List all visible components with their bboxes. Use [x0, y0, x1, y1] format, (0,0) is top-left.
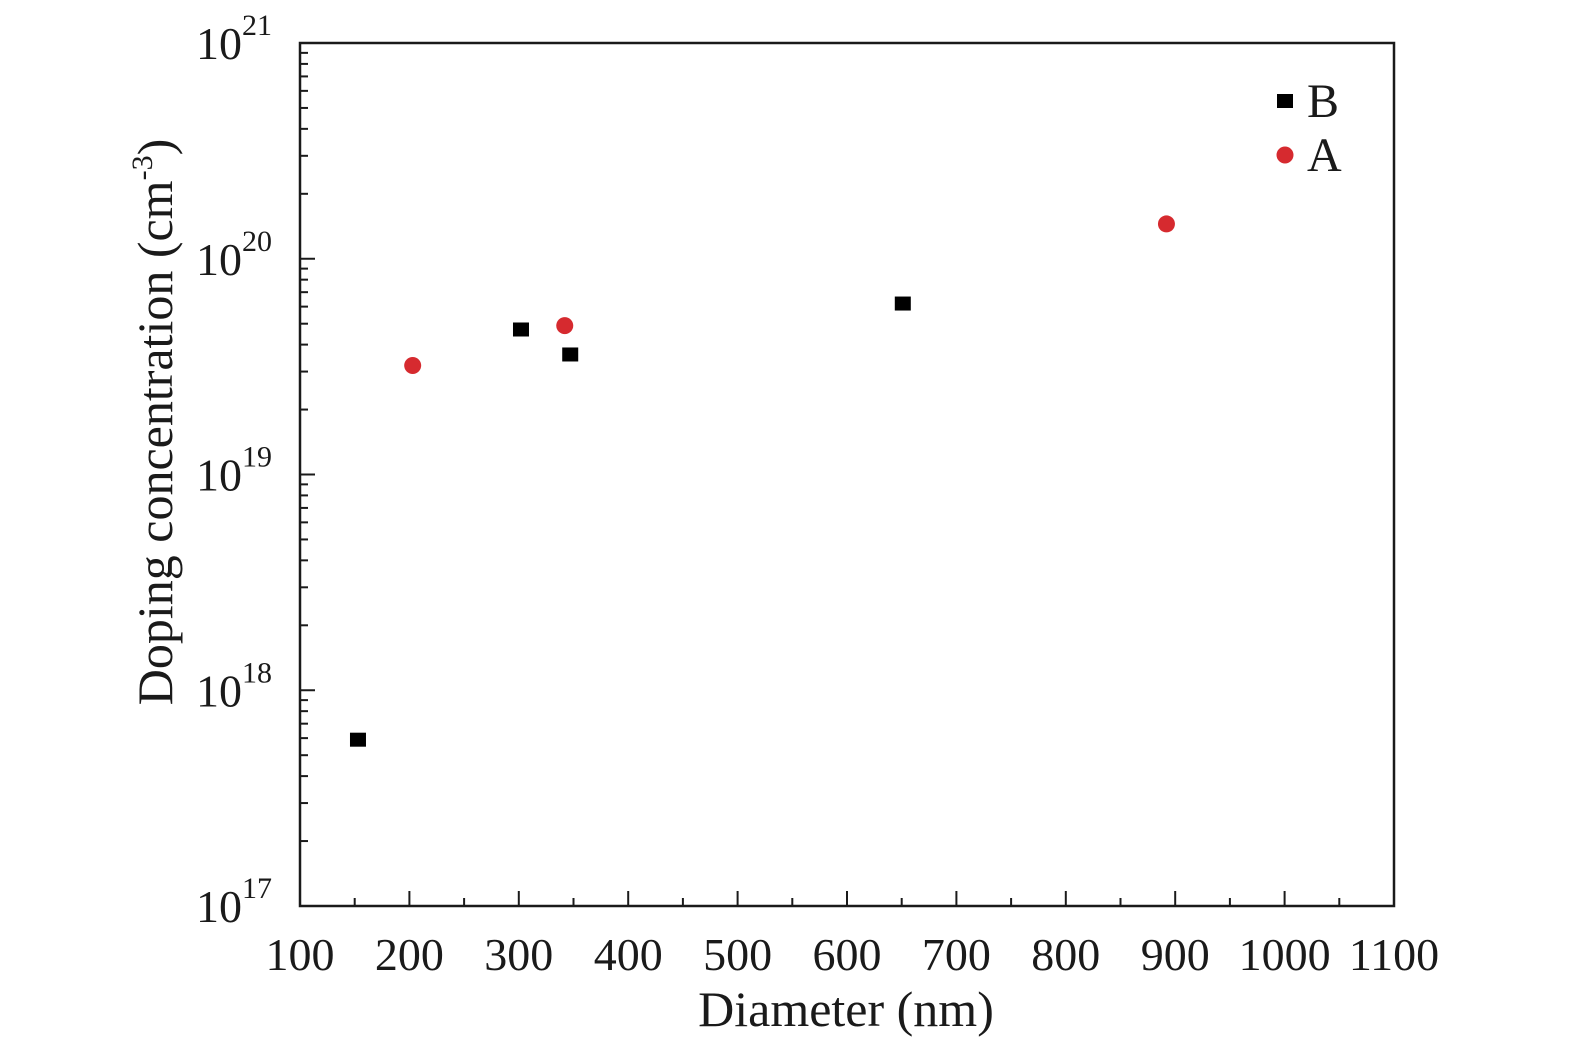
y-tick-label: 10: [196, 234, 242, 285]
y-tick-label-exponent: 20: [242, 225, 272, 258]
legend-marker-A: [1276, 146, 1294, 164]
x-tick-label: 900: [1141, 929, 1210, 980]
data-point-B: [349, 732, 366, 747]
y-tick-label: 10: [196, 450, 242, 501]
plot-frame: [298, 41, 1396, 908]
y-tick-label: 10: [196, 18, 242, 69]
x-tick-label: 1000: [1239, 929, 1331, 980]
x-tick-label: 700: [922, 929, 991, 980]
data-point-B: [894, 296, 911, 311]
legend-marker-B: [1277, 94, 1293, 108]
x-axis-label: Diameter (nm): [698, 981, 994, 1037]
y-tick-label-exponent: 19: [242, 441, 272, 474]
tick-layer: [299, 42, 1395, 907]
x-tick-label: 800: [1031, 929, 1100, 980]
y-tick-label: 10: [196, 665, 242, 716]
y-axis-label-sup: -3: [126, 155, 159, 180]
data-point-A: [404, 357, 422, 375]
y-axis-label-main: Doping concentration (cm: [127, 180, 183, 705]
legend: BA: [1276, 75, 1342, 182]
x-tick-label: 100: [266, 929, 335, 980]
x-tick-label: 300: [484, 929, 553, 980]
x-tick-label: 1100: [1349, 929, 1439, 980]
x-tick-label: 500: [703, 929, 772, 980]
y-tick-label-exponent: 21: [242, 9, 272, 42]
legend-label-A: A: [1307, 129, 1342, 182]
y-tick-label-exponent: 17: [242, 872, 272, 905]
legend-label-B: B: [1307, 75, 1339, 128]
y-tick-label-exponent: 18: [242, 656, 272, 689]
x-tick-label: 200: [375, 929, 444, 980]
y-axis-label-end: ): [127, 139, 183, 156]
y-axis-label: Doping concentration (cm-3): [126, 139, 183, 706]
y-tick-label: 10: [196, 881, 242, 932]
data-point-B: [562, 347, 579, 362]
x-tick-label-layer: 100 200 300 400 500 600 700 800 900 1000 1100: [266, 929, 1440, 980]
data-point-A: [556, 317, 574, 335]
data-point-B: [512, 322, 529, 337]
data-point-A: [1157, 215, 1175, 233]
x-tick-label: 400: [594, 929, 663, 980]
plot-frame-layer: [298, 41, 1396, 908]
data-point-layer: [349, 215, 1175, 747]
x-tick-label: 600: [813, 929, 882, 980]
